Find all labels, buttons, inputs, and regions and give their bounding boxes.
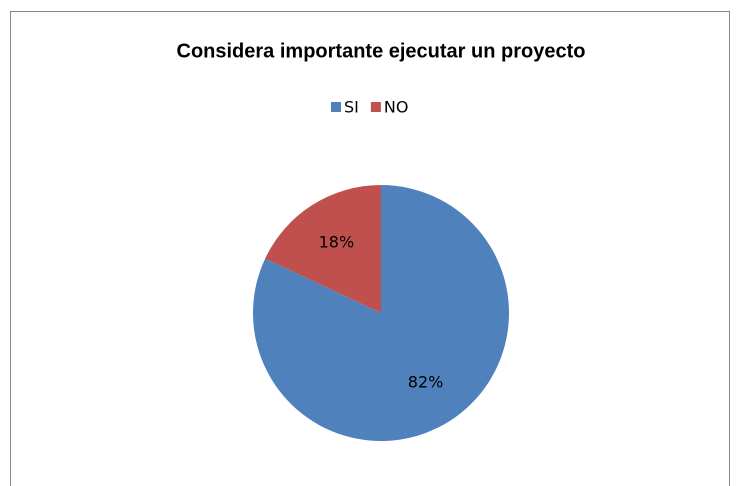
- legend-swatch: [331, 102, 341, 112]
- data-label: 18%: [319, 232, 355, 251]
- legend-label: SI: [344, 98, 359, 117]
- data-label: 82%: [408, 373, 444, 392]
- chart-title: Considera importante ejecutar un proyect…: [177, 40, 586, 62]
- pie-slice: [265, 185, 381, 313]
- legend-swatch: [370, 102, 381, 112]
- legend-label: NO: [384, 98, 409, 117]
